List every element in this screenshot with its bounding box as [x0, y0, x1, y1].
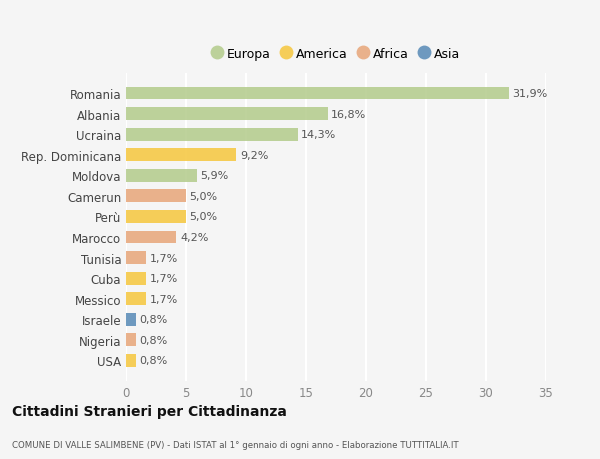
Text: 9,2%: 9,2% [240, 151, 268, 160]
Text: 0,8%: 0,8% [139, 356, 167, 366]
Text: COMUNE DI VALLE SALIMBENE (PV) - Dati ISTAT al 1° gennaio di ogni anno - Elabora: COMUNE DI VALLE SALIMBENE (PV) - Dati IS… [12, 441, 458, 449]
Bar [126, 231, 176, 244]
Bar [126, 293, 146, 305]
Text: Cittadini Stranieri per Cittadinanza: Cittadini Stranieri per Cittadinanza [12, 404, 287, 419]
Text: 5,9%: 5,9% [200, 171, 229, 181]
Bar [126, 129, 298, 141]
Text: 1,7%: 1,7% [150, 253, 178, 263]
Bar [126, 87, 509, 100]
Bar [126, 211, 186, 224]
Text: 1,7%: 1,7% [150, 294, 178, 304]
Text: 4,2%: 4,2% [180, 232, 208, 242]
Text: 1,7%: 1,7% [150, 274, 178, 284]
Text: 31,9%: 31,9% [512, 89, 548, 99]
Bar [126, 108, 328, 121]
Text: 5,0%: 5,0% [190, 212, 218, 222]
Text: 16,8%: 16,8% [331, 109, 367, 119]
Bar [126, 149, 236, 162]
Text: 5,0%: 5,0% [190, 191, 218, 202]
Bar [126, 272, 146, 285]
Bar [126, 334, 136, 347]
Legend: Europa, America, Africa, Asia: Europa, America, Africa, Asia [207, 43, 465, 66]
Bar [126, 252, 146, 264]
Bar [126, 190, 186, 203]
Bar [126, 354, 136, 367]
Text: 0,8%: 0,8% [139, 335, 167, 345]
Text: 0,8%: 0,8% [139, 314, 167, 325]
Bar [126, 313, 136, 326]
Text: 14,3%: 14,3% [301, 130, 337, 140]
Bar [126, 169, 197, 182]
